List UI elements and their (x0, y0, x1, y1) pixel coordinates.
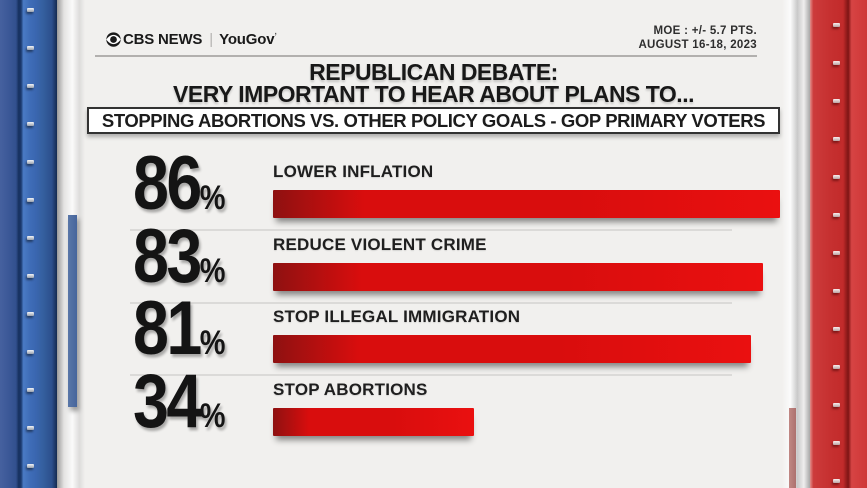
rivet-icon (27, 426, 34, 430)
blue-accent-strip (68, 215, 77, 407)
value-digits: 34 (133, 358, 202, 444)
rivet-icon (833, 137, 840, 141)
red-accent-strip (789, 408, 796, 488)
cbs-yougov-logo: CBS NEWS | YouGovʼ (106, 31, 277, 48)
rivet-icon (27, 122, 34, 126)
bar-row: 34% STOP ABORTIONS (133, 363, 778, 439)
moe-line: MOE : +/- 5.7 PTS. (653, 25, 757, 37)
rivet-icon (833, 289, 840, 293)
row-separator (130, 374, 732, 376)
bar-row: 81% STOP ILLEGAL IMMIGRATION (133, 291, 778, 367)
chart-subtitle-banner: STOPPING ABORTIONS VS. OTHER POLICY GOAL… (87, 107, 780, 134)
row-separator (130, 301, 732, 304)
category-label: LOWER INFLATION (273, 162, 434, 181)
rivet-icon (833, 327, 840, 331)
cbs-news-wordmark: CBS NEWS (123, 31, 203, 48)
bar-row: 86% LOWER INFLATION (133, 146, 780, 222)
yougov-mark: ʼ (274, 31, 277, 41)
rivet-icon (833, 23, 840, 27)
category-label: REDUCE VIOLENT CRIME (273, 234, 487, 254)
studio-pillar-blue (0, 0, 57, 488)
category-label: STOP ILLEGAL IMMIGRATION (273, 307, 521, 326)
value-label: 83% (133, 218, 226, 295)
rivet-icon (27, 84, 34, 88)
data-bar (273, 335, 751, 363)
percent-sign: % (199, 179, 226, 217)
yougov-wordmark: YouGovʼ (219, 31, 277, 48)
percent-sign: % (199, 324, 226, 362)
rivet-icon (27, 350, 34, 354)
rivet-icon (833, 99, 840, 103)
card-content: CBS NEWS | YouGovʼ MOE : +/- 5.7 PTS. AU… (85, 0, 782, 488)
data-bar (273, 407, 474, 436)
date-line: AUGUST 16-18, 2023 (638, 39, 757, 51)
card-edge-right (782, 0, 810, 488)
rivet-icon (27, 464, 34, 468)
rivet-icon (833, 403, 840, 407)
data-bar (273, 262, 763, 291)
chart-title: REPUBLICAN DEBATE: VERY IMPORTANT TO HEA… (85, 59, 782, 107)
rivet-icon (27, 236, 34, 240)
category-label: STOP ABORTIONS (273, 379, 428, 399)
value-label: 81% (133, 291, 225, 367)
rivet-icon (27, 274, 34, 278)
rivet-icon (27, 160, 34, 164)
value-digits: 86 (133, 141, 202, 226)
cbs-eye-icon (106, 32, 121, 47)
rivet-icon (27, 8, 34, 12)
value-digits: 83 (133, 213, 202, 299)
graphic-card: CBS NEWS | YouGovʼ MOE : +/- 5.7 PTS. AU… (57, 0, 810, 488)
title-line-1: REPUBLICAN DEBATE: (309, 59, 558, 85)
header-divider (95, 55, 757, 57)
value-digits: 81 (133, 286, 202, 371)
moe-block: MOE : +/- 5.7 PTS. AUGUST 16-18, 2023 (638, 24, 757, 52)
bar-row: 83% REDUCE VIOLENT CRIME (133, 218, 778, 294)
percent-sign: % (199, 251, 226, 290)
title-line-2: VERY IMPORTANT TO HEAR ABOUT PLANS TO... (173, 81, 694, 107)
rivet-icon (27, 312, 34, 316)
rivet-icon (833, 365, 840, 369)
rivet-icon (833, 251, 840, 255)
rivet-icon (27, 198, 34, 202)
value-label: 34% (133, 363, 226, 440)
data-bar (273, 190, 780, 218)
percent-sign: % (199, 396, 226, 435)
value-label: 86% (133, 146, 225, 222)
studio-pillar-red (810, 0, 867, 488)
rivet-icon (27, 46, 34, 50)
rivet-icon (833, 61, 840, 65)
rivet-icon (833, 441, 840, 445)
rivet-icon (833, 213, 840, 217)
rivet-icon (27, 388, 34, 392)
logo-divider: | (209, 31, 214, 48)
row-separator (130, 229, 732, 231)
rivet-icon (833, 479, 840, 483)
rivet-icon (833, 175, 840, 179)
